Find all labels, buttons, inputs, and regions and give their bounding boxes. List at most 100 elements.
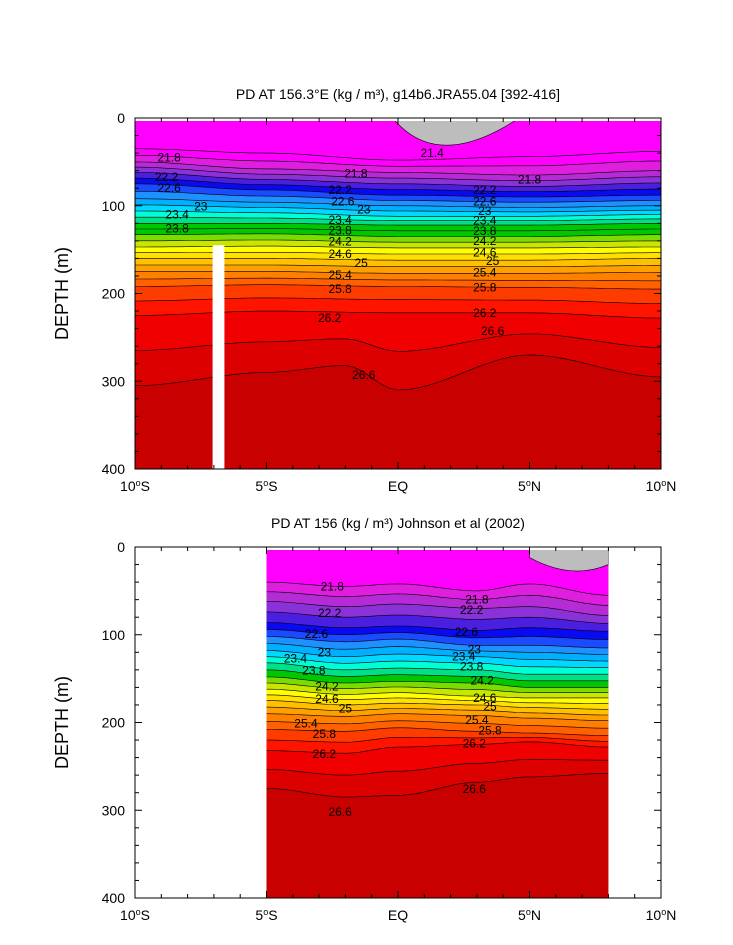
isoline <box>266 650 609 662</box>
isoline <box>135 191 661 203</box>
isoline <box>266 622 609 632</box>
density-band <box>266 741 609 776</box>
isoline <box>266 713 609 721</box>
contour-label: 25.4 <box>473 265 497 279</box>
density-band <box>135 333 661 390</box>
density-band <box>135 191 661 208</box>
density-band <box>266 759 609 798</box>
contour-label: 25.8 <box>313 727 337 741</box>
isoline <box>135 177 661 192</box>
y-tick-label: 400 <box>102 890 126 906</box>
density-band <box>135 228 661 237</box>
isoline <box>135 148 661 161</box>
contour-label: 23 <box>194 200 208 214</box>
x-tick-label: 5oN <box>518 478 541 494</box>
contour-label: 26.2 <box>318 311 342 325</box>
isoline <box>135 216 661 221</box>
y-tick-label: 0 <box>117 539 125 555</box>
contour-label: 22.2 <box>460 603 484 617</box>
y-axis-label: DEPTH (m) <box>52 676 72 769</box>
contour-label: 24.2 <box>470 673 494 687</box>
density-band <box>135 354 661 469</box>
light-water-patch <box>529 550 609 572</box>
x-tick-label: 10oS <box>120 907 150 923</box>
contour-label: 24.6 <box>473 691 497 705</box>
density-band <box>135 297 661 319</box>
missing-data-column <box>212 245 225 469</box>
contour-label: 21.8 <box>465 593 489 607</box>
y-tick-label: 0 <box>117 110 125 126</box>
contour-label: 24.2 <box>328 235 352 249</box>
contour-label: 26.6 <box>481 324 505 338</box>
isoline <box>266 676 609 688</box>
contour-label: 25.8 <box>328 282 352 296</box>
contour-label: 22.2 <box>318 606 342 620</box>
contour-label: 22.2 <box>473 183 497 197</box>
isoline <box>135 183 661 198</box>
density-band <box>266 656 609 675</box>
isoline <box>135 228 661 232</box>
density-band <box>266 694 609 710</box>
contour-label: 23 <box>357 202 371 216</box>
density-band <box>266 773 609 898</box>
contour-label: 26.6 <box>328 805 352 819</box>
x-tick-label: EQ <box>388 907 408 923</box>
density-band <box>266 629 609 648</box>
density-band <box>266 582 609 606</box>
isoline <box>266 682 609 693</box>
isoline <box>266 601 609 616</box>
contour-label: 26.2 <box>463 737 487 751</box>
contour-label: 25.8 <box>478 723 502 737</box>
contour-label: 23.8 <box>473 224 497 238</box>
contour-label: 22.6 <box>455 625 479 639</box>
density-band <box>135 284 661 304</box>
density-band <box>135 265 661 274</box>
y-tick-label: 300 <box>102 802 126 818</box>
density-band <box>266 643 609 662</box>
contour-label: 23.4 <box>452 650 476 664</box>
isoline <box>135 166 661 181</box>
chart-title: PD AT 156 (kg / m³) Johnson et al (2002) <box>271 515 525 531</box>
isoline <box>266 720 609 729</box>
contour-label: 21.8 <box>321 579 345 593</box>
chart-panel-1: 21.421.821.8 21.822.222.6 22.222.623 2323.4… <box>52 86 676 494</box>
contour-label: 23.4 <box>473 214 497 228</box>
density-band <box>266 622 609 640</box>
y-tick-label: 400 <box>102 461 126 477</box>
contour-label: 25 <box>483 700 497 714</box>
isoline <box>266 773 609 798</box>
contour-label: 21.8 <box>158 150 182 164</box>
density-band <box>135 178 661 197</box>
x-tick-label: 5oS <box>255 478 277 494</box>
contour-label: 24.6 <box>473 245 497 259</box>
chart-title: PD AT 156.3°E (kg / m³), g14b6.JRA55.04 … <box>236 86 560 102</box>
isoline <box>266 662 609 675</box>
y-tick-label: 100 <box>102 198 126 214</box>
density-band <box>135 167 661 187</box>
contour-label: 22.6 <box>158 181 182 195</box>
contour-label: 22.2 <box>155 170 179 184</box>
light-water-patch <box>395 121 515 146</box>
contour-label: 23 <box>478 204 492 218</box>
density-band <box>266 636 609 655</box>
contour-label: 24.6 <box>328 247 352 261</box>
density-band <box>266 720 609 736</box>
density-band <box>266 689 609 704</box>
density-band <box>135 271 661 281</box>
isoline <box>266 737 609 743</box>
density-band <box>135 311 661 352</box>
density-band <box>135 155 661 175</box>
isoline <box>135 239 661 243</box>
isoline <box>266 694 609 704</box>
density-band <box>135 198 661 212</box>
density-band <box>266 650 609 668</box>
isoline <box>266 629 609 640</box>
contour-label: 26.6 <box>352 368 376 382</box>
isoline <box>135 161 661 176</box>
density-band <box>135 172 661 192</box>
filled-contours <box>135 121 661 469</box>
x-tick-label: 10oN <box>646 907 677 923</box>
density-band <box>266 591 609 616</box>
isoline <box>135 172 661 187</box>
